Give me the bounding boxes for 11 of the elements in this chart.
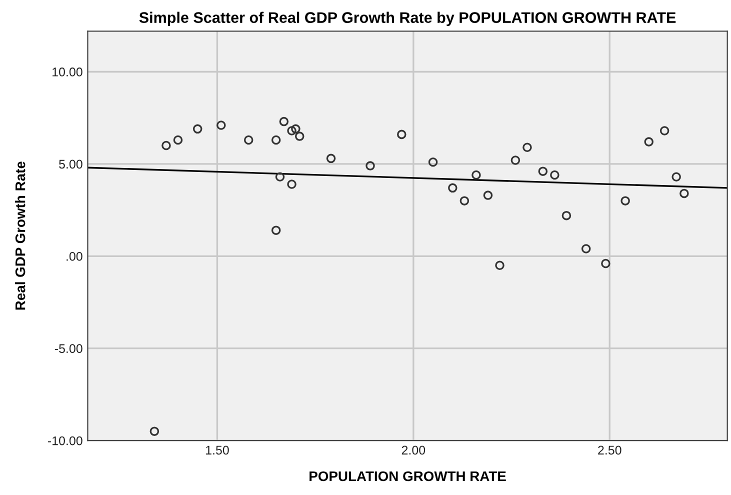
x-tick-label: 2.50	[598, 446, 622, 455]
y-tick-label: -5.00	[54, 344, 82, 354]
y-tick-label: .00	[66, 252, 82, 261]
y-tick-label: -10.00	[48, 436, 82, 446]
chart-title: Simple Scatter of Real GDP Growth Rate by POPULATION GROWTH RATE	[139, 12, 676, 26]
x-tick-label: 2.00	[402, 446, 426, 455]
y-tick-label: 10.00	[52, 68, 82, 76]
y-axis-title: Real GDP Growth Rate	[15, 162, 26, 310]
x-tick-label: 1.50	[206, 446, 229, 455]
x-axis-title: POPULATION GROWTH RATE	[310, 471, 506, 482]
y-tick-label: 5.00	[59, 160, 82, 169]
